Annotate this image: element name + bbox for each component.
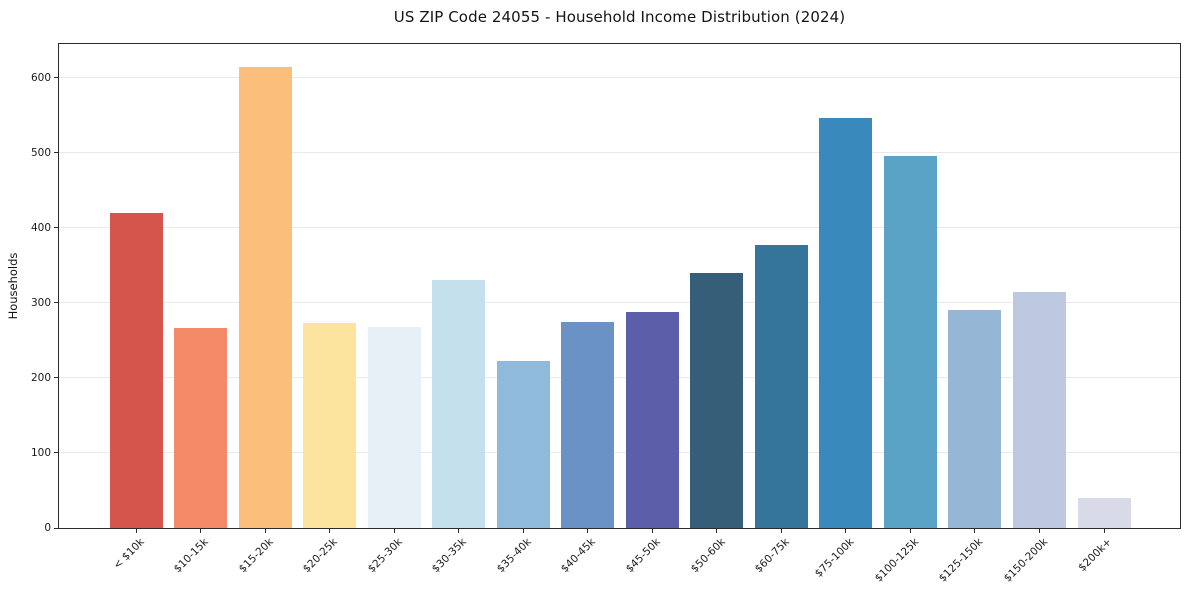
y-tick-mark	[54, 77, 58, 79]
x-tick-label: $40-45k	[559, 536, 599, 576]
y-tick-mark	[54, 527, 58, 529]
x-tick-label: $15-20k	[236, 536, 276, 576]
chart-title: US ZIP Code 24055 - Household Income Dis…	[393, 8, 846, 26]
x-tick-mark	[845, 529, 847, 533]
x-tick-label: $100-125k	[872, 536, 921, 585]
bar	[1013, 291, 1067, 528]
y-tick-label: 600	[30, 71, 51, 84]
gridline	[59, 152, 1180, 154]
gridline	[59, 452, 1180, 454]
y-tick-mark	[54, 302, 58, 304]
y-tick-label: 300	[30, 296, 51, 309]
y-tick-label: 0	[44, 522, 51, 534]
y-tick-mark	[54, 152, 58, 154]
bar	[690, 272, 744, 528]
y-tick-label: 100	[30, 446, 51, 459]
bar	[883, 155, 937, 528]
x-tick-label: $150-200k	[1001, 536, 1051, 585]
x-tick-label: $125-150k	[936, 536, 986, 585]
y-tick-mark	[54, 452, 58, 454]
x-tick-mark	[329, 529, 331, 533]
x-tick-mark	[909, 529, 911, 533]
x-tick-label: $50-60k	[688, 536, 728, 576]
gridline	[59, 377, 1180, 379]
bar	[496, 361, 550, 528]
gridline	[59, 77, 1180, 79]
x-tick-mark	[587, 529, 589, 533]
x-tick-mark	[780, 529, 782, 533]
x-tick-label: $30-35k	[430, 536, 470, 576]
bar	[238, 67, 292, 528]
x-tick-mark	[651, 529, 653, 533]
bar	[625, 311, 679, 528]
y-tick-mark	[54, 377, 58, 379]
x-tick-label: $20-25k	[301, 536, 341, 576]
x-tick-label: $75-100k	[812, 536, 857, 580]
x-tick-label: $45-50k	[623, 536, 663, 576]
y-axis-label: Households	[6, 252, 20, 320]
x-tick-mark	[1103, 529, 1105, 533]
gridline	[59, 302, 1180, 304]
x-tick-mark	[1039, 529, 1041, 533]
x-tick-mark	[522, 529, 524, 533]
y-tick-mark	[54, 227, 58, 229]
x-tick-mark	[716, 529, 718, 533]
y-tick-label: 200	[30, 371, 51, 384]
x-tick-label: $200k+	[1076, 536, 1115, 574]
x-tick-mark	[974, 529, 976, 533]
x-tick-mark	[200, 529, 202, 533]
bar	[819, 117, 873, 528]
x-tick-label: < $10k	[110, 536, 147, 572]
x-tick-mark	[393, 529, 395, 533]
x-tick-mark	[264, 529, 266, 533]
x-tick-label: $10-15k	[171, 536, 212, 576]
bar	[561, 321, 615, 528]
x-tick-mark	[135, 529, 137, 533]
gridline	[59, 227, 1180, 229]
plot-area: 0 100 200 300 400 500 600 < $10k $10-15k $15-20k $…	[31, 43, 1181, 585]
bar	[1077, 498, 1131, 528]
x-tick-label: $60-75k	[752, 536, 792, 576]
bar	[432, 280, 486, 528]
bar	[754, 245, 808, 528]
y-tick-label: 500	[30, 146, 51, 159]
bar	[174, 327, 228, 528]
x-tick-mark	[458, 529, 460, 533]
bar	[109, 212, 163, 528]
x-tick-label: $25-30k	[365, 536, 405, 576]
bar	[367, 326, 421, 528]
x-tick-label: $35-40k	[494, 536, 534, 576]
bar	[948, 309, 1002, 528]
y-tick-label: 400	[30, 221, 51, 234]
bar	[303, 323, 357, 528]
